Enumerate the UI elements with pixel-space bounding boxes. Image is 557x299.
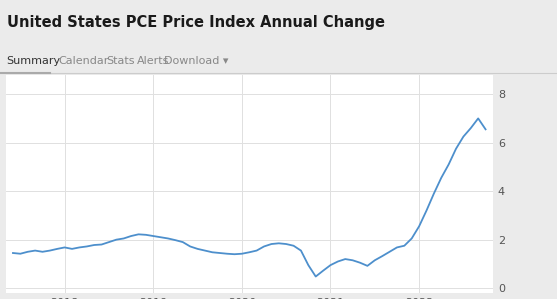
Text: Stats: Stats xyxy=(106,56,134,66)
Text: Download ▾: Download ▾ xyxy=(164,56,229,66)
Text: Calendar: Calendar xyxy=(58,56,109,66)
Text: Summary: Summary xyxy=(7,56,61,66)
Text: United States PCE Price Index Annual Change: United States PCE Price Index Annual Cha… xyxy=(7,15,385,30)
Text: Alerts: Alerts xyxy=(136,56,169,66)
